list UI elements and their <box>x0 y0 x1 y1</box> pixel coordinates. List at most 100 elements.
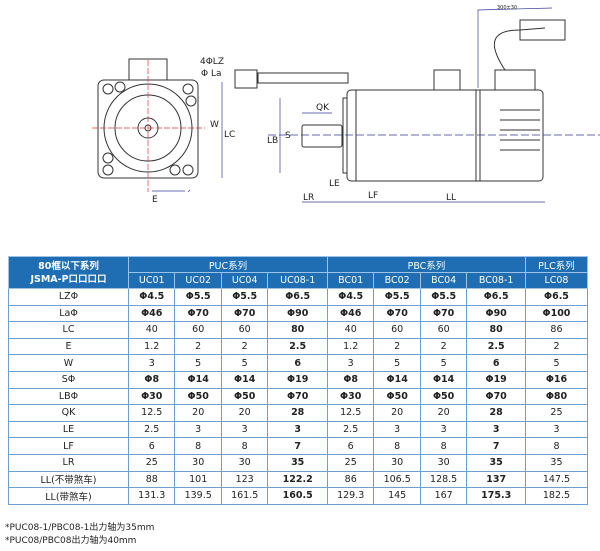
table-cell: 1.2 <box>127 337 176 356</box>
table-cell: Φ70 <box>220 304 269 323</box>
model-header: UC02 <box>174 272 222 289</box>
label-lr: LR <box>303 193 314 203</box>
table-cell: Φ6.5 <box>267 288 328 306</box>
table-cell: Φ14 <box>220 370 269 389</box>
table-cell: Φ50 <box>373 387 421 406</box>
table-cell: Φ14 <box>419 370 468 389</box>
model-header: BC04 <box>419 272 468 289</box>
table-cell: Φ8 <box>127 370 176 389</box>
table-cell: Φ46 <box>127 304 176 323</box>
table-cell: 12.5 <box>127 404 176 422</box>
table-cell: 20 <box>220 404 269 422</box>
table-cell: 167 <box>419 487 468 505</box>
table-cell: 5 <box>524 354 589 372</box>
table-cell: 5 <box>373 354 421 372</box>
table-cell: 60 <box>373 321 421 339</box>
side-flange <box>342 97 348 174</box>
table-row: LC 40 60 60 80 40 60 60 80 86 <box>8 321 589 339</box>
table-cell: 7 <box>466 437 526 455</box>
table-cell: 60 <box>419 321 468 339</box>
table-cell: 139.5 <box>174 487 222 505</box>
label-e: E <box>152 195 158 205</box>
label-s: S <box>285 131 291 141</box>
table-cell: Φ6.5 <box>466 288 526 306</box>
table-cell: Φ8 <box>326 370 375 389</box>
table-cell: 8 <box>373 437 421 455</box>
table-cell: 137 <box>466 470 526 489</box>
table-cell: 35 <box>524 453 589 472</box>
label-lb: LB <box>267 136 278 146</box>
table-cell: 2 <box>524 337 589 356</box>
table-cell: Φ16 <box>524 370 589 389</box>
table-row: LZΦ Φ4.5 Φ5.5 Φ5.5 Φ6.5 Φ4.5 Φ5.5 Φ5.5 Φ6.5 Φ6.5 <box>8 288 589 306</box>
table-row: SΦ Φ8 Φ14 Φ14 Φ19 Φ8 Φ14 Φ14 Φ19 Φ16 <box>8 370 589 389</box>
table-cell: 30 <box>373 453 421 472</box>
table-cell: Φ4.5 <box>326 288 375 306</box>
label-la: Φ La <box>201 69 221 79</box>
table-cell: 128.5 <box>419 470 468 489</box>
table-row: LaΦ Φ46 Φ70 Φ70 Φ90 Φ46 Φ70 Φ70 Φ90 Φ100 <box>8 304 589 323</box>
label-w: W <box>210 120 219 130</box>
table-cell: 80 <box>267 321 328 339</box>
table-cell: Φ5.5 <box>373 288 421 306</box>
table-cell: 35 <box>466 453 526 472</box>
table-cell: 25 <box>127 453 176 472</box>
table-cell: 25 <box>524 404 589 422</box>
row-label: W <box>8 354 129 372</box>
table-row: LF 6 8 8 7 6 8 8 7 8 <box>8 437 589 455</box>
table-cell: Φ14 <box>373 370 421 389</box>
table-cell: 20 <box>174 404 222 422</box>
model-header: UC01 <box>127 272 176 289</box>
table-row: LBΦ Φ30 Φ50 Φ50 Φ70 Φ30 Φ50 Φ50 Φ70 Φ80 <box>8 387 589 406</box>
table-cell: Φ30 <box>127 387 176 406</box>
model-header: UC08-1 <box>267 272 328 289</box>
table-cell: 182.5 <box>524 487 589 505</box>
table-cell: 131.3 <box>127 487 176 505</box>
group-header-plc: PLC系列 <box>524 256 589 273</box>
model-header: LC08 <box>524 272 589 289</box>
table-cell: 3 <box>373 420 421 439</box>
table-cell: 5 <box>220 354 269 372</box>
table-cell: 35 <box>267 453 328 472</box>
table-cell: 5 <box>174 354 222 372</box>
group-header-puc: PUC系列 <box>128 256 328 273</box>
table-cell: 40 <box>326 321 375 339</box>
footnote: *PUC08-1/PBC08-1出力轴为35mm <box>5 523 155 533</box>
table-cell: 6 <box>127 437 176 455</box>
table-cell: 8 <box>220 437 269 455</box>
table-cell: Φ19 <box>466 370 526 389</box>
table-cell: 3 <box>524 420 589 439</box>
table-cell: 20 <box>373 404 421 422</box>
label-lz: 4ΦLZ <box>200 57 224 67</box>
motor-dimension-drawing: 4ΦLZ Φ La W LC E QK LB S LE LR LF LL 300… <box>92 5 600 205</box>
table-cell: 25 <box>326 453 375 472</box>
table-cell: Φ4.5 <box>127 288 176 306</box>
row-label: QK <box>8 404 129 422</box>
table-cell: 122.2 <box>267 470 328 489</box>
table-cell: Φ50 <box>419 387 468 406</box>
table-cell: Φ50 <box>220 387 269 406</box>
table-cell: 175.3 <box>466 487 526 505</box>
footnote: *PUC08/PBC08出力轴为40mm <box>5 536 137 546</box>
table-cell: 8 <box>174 437 222 455</box>
table-cell: 2 <box>373 337 421 356</box>
table-cell: Φ70 <box>174 304 222 323</box>
table-cell: 3 <box>326 354 375 372</box>
table-cell: Φ70 <box>419 304 468 323</box>
power-connector <box>234 69 258 89</box>
table-cell: 3 <box>267 420 328 439</box>
table-row: QK 12.5 20 20 28 12.5 20 20 28 25 <box>8 404 589 422</box>
group-header-pbc: PBC系列 <box>326 256 526 273</box>
table-cell: 161.5 <box>220 487 269 505</box>
table-row: E 1.2 2 2 2.5 1.2 2 2 2.5 2 <box>8 337 589 356</box>
table-cell: 28 <box>466 404 526 422</box>
label-lc: LC <box>224 130 235 140</box>
table-cell: 1.2 <box>326 337 375 356</box>
table-cell: 12.5 <box>326 404 375 422</box>
row-label: SΦ <box>8 370 129 389</box>
table-cell: 2 <box>174 337 222 356</box>
table-cell: Φ19 <box>267 370 328 389</box>
table-cell: 2.5 <box>267 337 328 356</box>
table-row: LL(不带煞车) 88 101 123 122.2 86 106.5 128.5 137 147.… <box>8 470 589 489</box>
